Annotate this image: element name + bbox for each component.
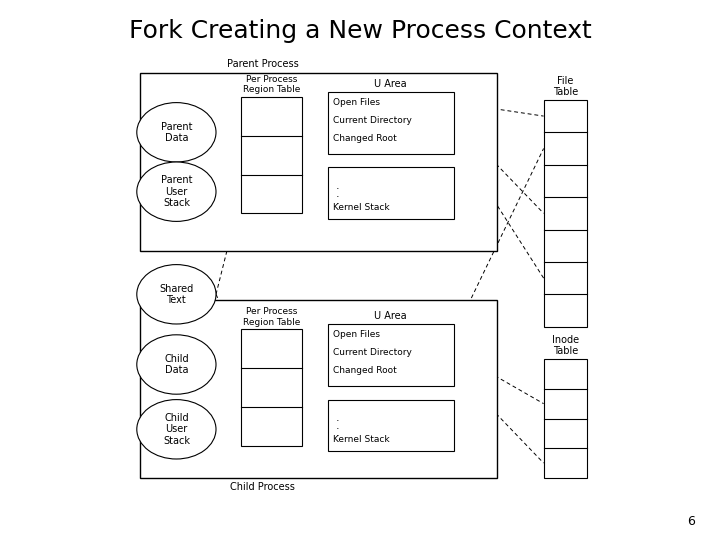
Bar xyxy=(140,300,497,478)
Text: Inode
Table: Inode Table xyxy=(552,335,579,356)
Text: Open Files: Open Files xyxy=(333,98,380,107)
Text: Parent
User
Stack: Parent User Stack xyxy=(161,175,192,208)
Text: .: . xyxy=(336,421,340,431)
Text: Per Process
Region Table: Per Process Region Table xyxy=(243,75,300,94)
Text: Current Directory: Current Directory xyxy=(333,348,413,357)
Circle shape xyxy=(137,335,216,394)
Text: U Area: U Area xyxy=(374,79,407,89)
Text: Shared
Text: Shared Text xyxy=(159,284,194,305)
Text: Child
User
Stack: Child User Stack xyxy=(163,413,190,446)
Bar xyxy=(544,100,587,327)
Text: .: . xyxy=(336,181,340,191)
Text: Kernel Stack: Kernel Stack xyxy=(333,435,390,444)
Text: .: . xyxy=(336,188,340,199)
Text: Fork Creating a New Process Context: Fork Creating a New Process Context xyxy=(129,19,591,43)
Text: Child Process: Child Process xyxy=(230,482,295,492)
Bar xyxy=(241,97,302,213)
Circle shape xyxy=(137,265,216,324)
Circle shape xyxy=(137,162,216,221)
Text: Parent Process: Parent Process xyxy=(227,59,299,69)
Text: Open Files: Open Files xyxy=(333,330,380,340)
Text: Per Process
Region Table: Per Process Region Table xyxy=(243,307,300,327)
Circle shape xyxy=(137,103,216,162)
Text: .: . xyxy=(336,428,340,438)
Bar xyxy=(328,400,454,451)
Text: Parent
Data: Parent Data xyxy=(161,122,192,143)
Bar xyxy=(328,92,454,154)
Bar xyxy=(328,324,454,386)
Circle shape xyxy=(137,400,216,459)
Text: File
Table: File Table xyxy=(552,76,578,97)
Bar xyxy=(328,167,454,219)
Text: U Area: U Area xyxy=(374,311,407,321)
Text: 6: 6 xyxy=(687,515,695,528)
Bar xyxy=(544,359,587,478)
Text: Changed Root: Changed Root xyxy=(333,366,397,375)
Text: .: . xyxy=(336,196,340,206)
Text: Changed Root: Changed Root xyxy=(333,134,397,143)
Text: Current Directory: Current Directory xyxy=(333,116,413,125)
Text: Kernel Stack: Kernel Stack xyxy=(333,203,390,212)
Text: Child
Data: Child Data xyxy=(164,354,189,375)
Bar xyxy=(241,329,302,445)
Bar xyxy=(140,73,497,251)
Text: .: . xyxy=(336,413,340,423)
